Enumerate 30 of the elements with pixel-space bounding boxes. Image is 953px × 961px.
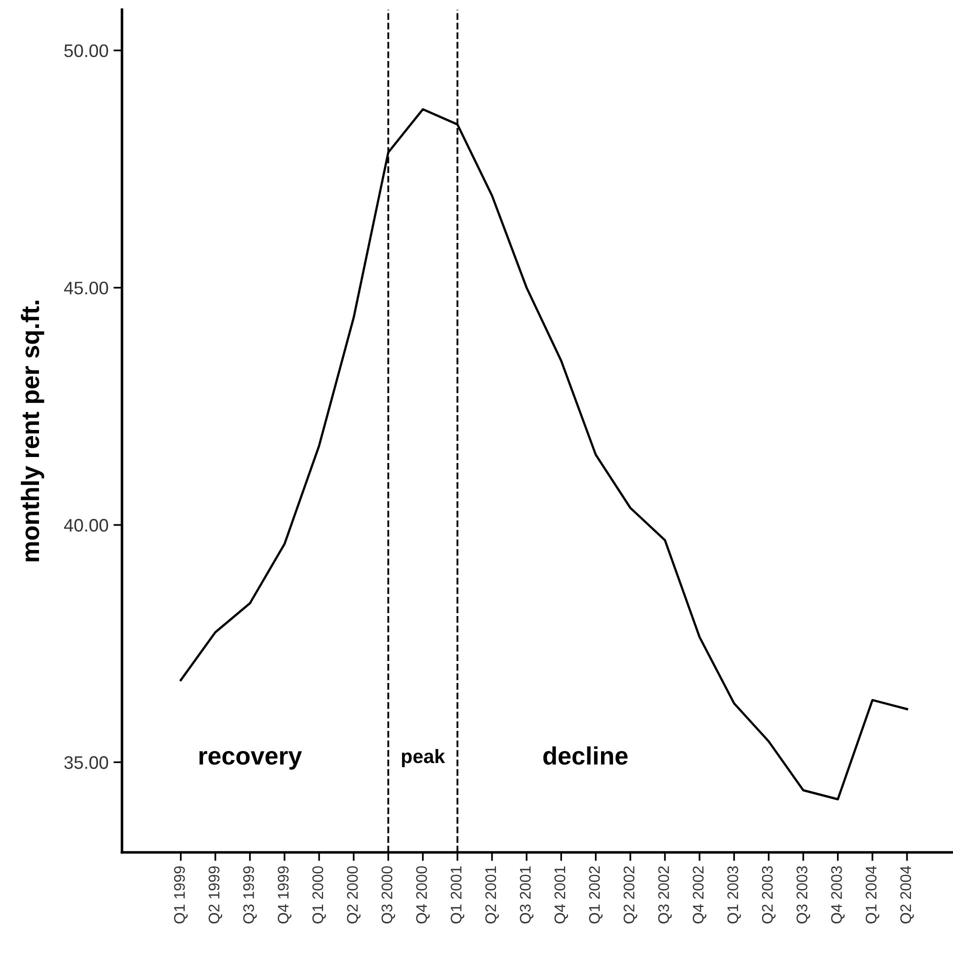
x-tick-label: Q2 2001 (485, 866, 499, 924)
x-tick-label: Q1 2004 (866, 866, 880, 924)
x-tick-label: Q1 1999 (174, 866, 188, 924)
x-tick-label: Q4 2002 (692, 866, 706, 924)
x-tick-label: Q3 1999 (243, 866, 257, 924)
y-tick-label: 40.00 (64, 518, 108, 532)
annotation: decline (543, 746, 628, 765)
x-tick-label: Q1 2001 (450, 866, 464, 924)
x-tick-label: Q3 2000 (382, 866, 396, 924)
x-tick-label: Q3 2001 (520, 866, 534, 924)
x-tick-label: Q1 2002 (589, 866, 603, 924)
y-tick-label: 35.00 (64, 756, 108, 769)
x-tick-label: Q4 1999 (278, 866, 292, 924)
x-tick-label: Q3 2002 (658, 866, 672, 924)
x-tick-label: Q2 2004 (900, 866, 914, 924)
x-tick-label: Q2 1999 (208, 866, 222, 924)
x-tick-label: Q2 2003 (762, 866, 776, 924)
x-tick-label: Q3 2003 (796, 866, 810, 924)
y-tick-label: 50.00 (64, 44, 108, 58)
x-tick-label: Q2 2002 (624, 866, 638, 924)
x-tick-label: Q4 2003 (831, 866, 845, 924)
y-axis-title: monthly rent per sq.ft. (20, 300, 44, 562)
x-tick-label: Q4 2001 (554, 866, 568, 924)
annotation: recovery (199, 751, 302, 770)
y-tick-label: 45.00 (64, 282, 108, 294)
x-tick-label: Q1 2000 (312, 866, 326, 924)
x-tick-label: Q4 2000 (416, 866, 430, 924)
annotation: peak (402, 748, 446, 768)
x-tick-label: Q1 2003 (727, 866, 741, 924)
x-tick-label: Q2 2000 (346, 866, 361, 924)
